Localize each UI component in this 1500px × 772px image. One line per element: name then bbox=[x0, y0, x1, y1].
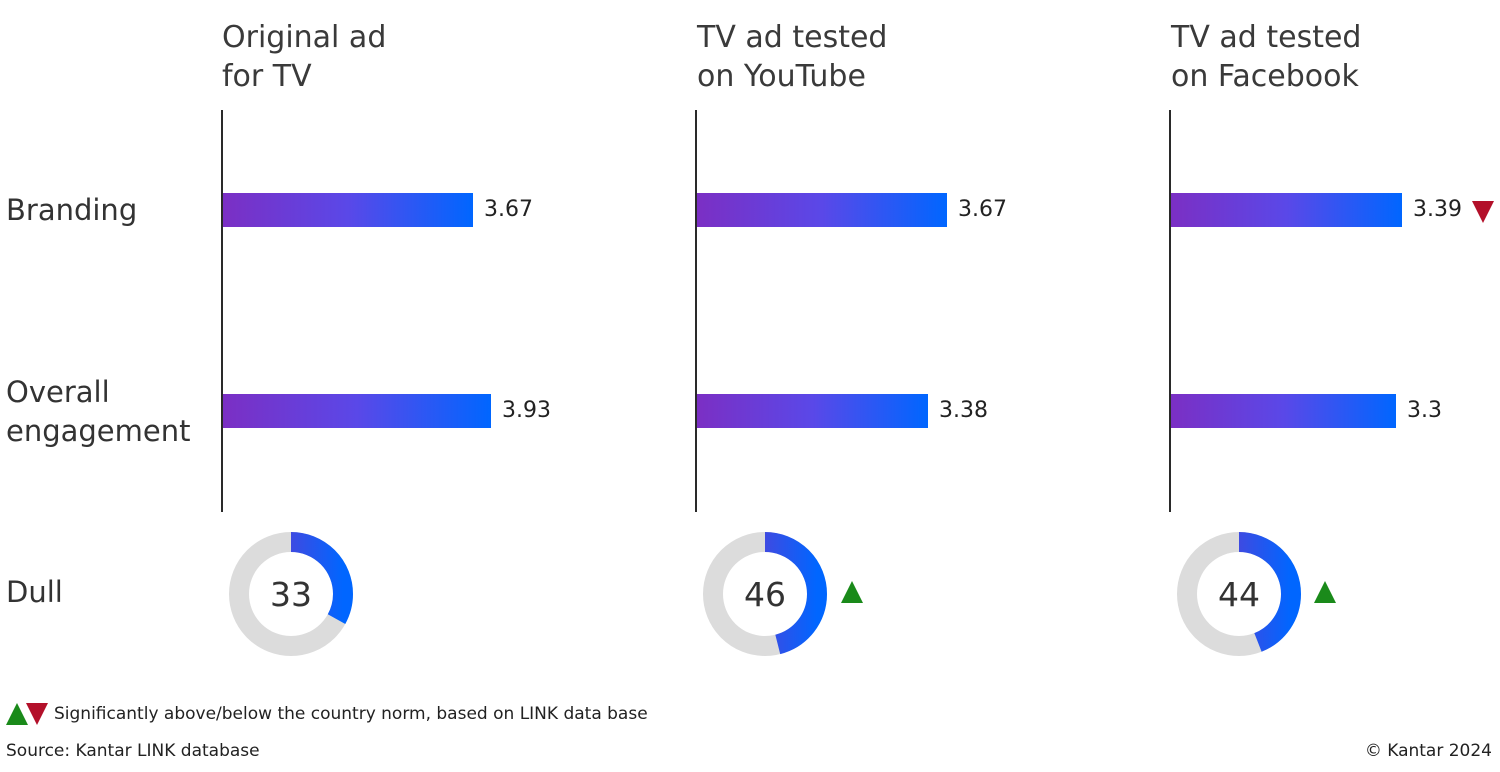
value-label-engagement: 3.93 bbox=[502, 398, 551, 423]
panel-axis bbox=[221, 110, 223, 512]
dull-donut-svg bbox=[229, 532, 353, 656]
panel-title-line1: TV ad tested bbox=[697, 20, 888, 55]
bar-branding bbox=[223, 193, 473, 227]
bar-engagement bbox=[223, 394, 491, 428]
bar-branding bbox=[1171, 193, 1402, 227]
significance-up-icon bbox=[841, 581, 863, 603]
panel-title-line1: Original ad bbox=[222, 20, 387, 55]
value-label-branding: 3.39 bbox=[1413, 197, 1462, 222]
bar-engagement bbox=[1171, 394, 1396, 428]
dull-donut-svg bbox=[1177, 532, 1301, 656]
value-label-engagement: 3.38 bbox=[939, 398, 988, 423]
value-label-engagement: 3.3 bbox=[1407, 398, 1442, 423]
row-label-engagement: Overall engagement bbox=[6, 373, 191, 451]
panel-title-youtube: TV ad tested on YouTube bbox=[697, 18, 957, 96]
panel-title-original-tv: Original ad for TV bbox=[222, 18, 482, 96]
dull-donut-arc bbox=[703, 532, 827, 656]
copyright: © Kantar 2024 bbox=[1364, 741, 1492, 761]
dull-donut-arc bbox=[229, 532, 353, 656]
panel-title-line2: on YouTube bbox=[697, 59, 866, 94]
value-label-branding: 3.67 bbox=[958, 197, 1007, 222]
row-label-engagement-line2: engagement bbox=[6, 414, 191, 448]
panel-title-line2: for TV bbox=[222, 59, 312, 94]
row-label-branding: Branding bbox=[6, 193, 138, 227]
dull-donut: 46 bbox=[702, 531, 828, 657]
source-note: Source: Kantar LINK database bbox=[6, 741, 260, 761]
legend-up-icon bbox=[6, 703, 28, 725]
legend-text: Significantly above/below the country no… bbox=[54, 704, 648, 724]
panel-axis bbox=[695, 110, 697, 512]
dull-donut-svg bbox=[703, 532, 827, 656]
dull-donut: 33 bbox=[228, 531, 354, 657]
dull-value: 46 bbox=[744, 574, 786, 614]
value-label-branding: 3.67 bbox=[484, 197, 533, 222]
panel-title-facebook: TV ad tested on Facebook bbox=[1171, 18, 1431, 96]
panel-axis bbox=[1169, 110, 1171, 512]
dull-donut: 44 bbox=[1176, 531, 1302, 657]
panel-title-line2: on Facebook bbox=[1171, 59, 1359, 94]
legend-down-icon bbox=[26, 703, 48, 725]
dull-value: 44 bbox=[1218, 574, 1260, 614]
dull-donut-arc bbox=[1177, 532, 1301, 656]
row-label-engagement-line1: Overall bbox=[6, 375, 110, 409]
significance-legend: Significantly above/below the country no… bbox=[6, 703, 648, 725]
significance-down-icon bbox=[1472, 201, 1494, 223]
dull-value: 33 bbox=[270, 574, 312, 614]
bar-branding bbox=[697, 193, 947, 227]
row-label-dull: Dull bbox=[6, 575, 63, 609]
bar-engagement bbox=[697, 394, 928, 428]
panel-title-line1: TV ad tested bbox=[1171, 20, 1362, 55]
significance-up-icon bbox=[1314, 581, 1336, 603]
